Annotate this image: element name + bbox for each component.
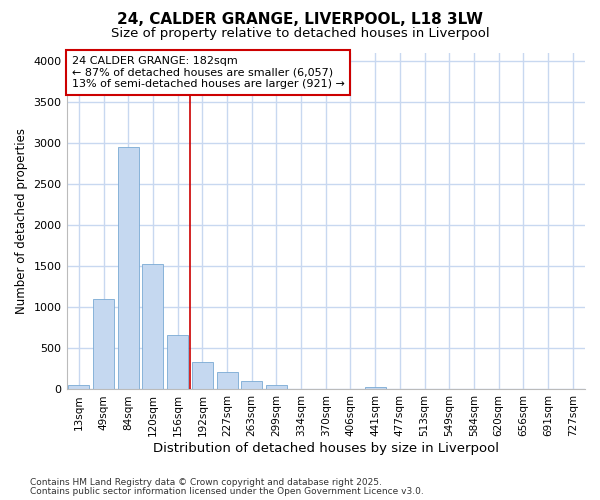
Bar bbox=[93, 299, 114, 390]
Y-axis label: Number of detached properties: Number of detached properties bbox=[15, 128, 28, 314]
Text: 24 CALDER GRANGE: 182sqm
← 87% of detached houses are smaller (6,057)
13% of sem: 24 CALDER GRANGE: 182sqm ← 87% of detach… bbox=[72, 56, 344, 89]
Bar bbox=[68, 385, 89, 390]
Text: Size of property relative to detached houses in Liverpool: Size of property relative to detached ho… bbox=[110, 28, 490, 40]
Bar bbox=[142, 264, 163, 390]
Bar bbox=[118, 147, 139, 390]
Bar bbox=[241, 381, 262, 390]
Text: Contains public sector information licensed under the Open Government Licence v3: Contains public sector information licen… bbox=[30, 486, 424, 496]
Bar bbox=[217, 372, 238, 390]
Bar bbox=[365, 387, 386, 390]
Text: Contains HM Land Registry data © Crown copyright and database right 2025.: Contains HM Land Registry data © Crown c… bbox=[30, 478, 382, 487]
Text: 24, CALDER GRANGE, LIVERPOOL, L18 3LW: 24, CALDER GRANGE, LIVERPOOL, L18 3LW bbox=[117, 12, 483, 28]
Bar bbox=[167, 335, 188, 390]
X-axis label: Distribution of detached houses by size in Liverpool: Distribution of detached houses by size … bbox=[153, 442, 499, 455]
Bar bbox=[266, 384, 287, 390]
Bar bbox=[192, 362, 213, 390]
